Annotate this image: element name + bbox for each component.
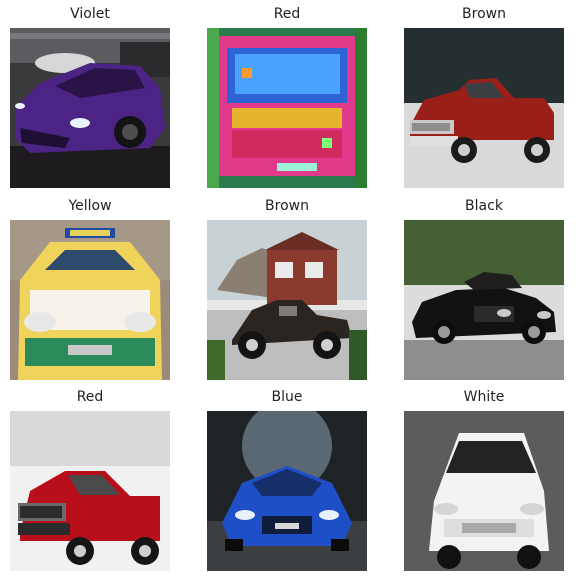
grid-item-label: Violet (70, 6, 110, 22)
grid-item-label: Blue (271, 389, 303, 405)
black-convertible-image (404, 220, 564, 380)
car-photo (10, 28, 170, 188)
car-photo (404, 220, 564, 380)
yellow-taxi-image (10, 220, 170, 380)
grid-item-label: Yellow (68, 198, 112, 214)
violet-car-image (10, 28, 170, 188)
car-photo (404, 411, 564, 571)
car-photo (10, 220, 170, 380)
grid-item-label: Red (76, 389, 104, 405)
grid-item-label: Black (465, 198, 503, 214)
grid-item-label: White (463, 389, 505, 405)
car-photo (10, 411, 170, 571)
white-suv-image (404, 411, 564, 571)
red-truck-image (207, 28, 367, 188)
car-photo (207, 411, 367, 571)
car-photo (404, 28, 564, 188)
grid-item-label: Brown (265, 198, 309, 214)
vintage-car-image (207, 220, 367, 380)
grid-item-label: Brown (462, 6, 506, 22)
car-photo (207, 28, 367, 188)
red-pickup-image (10, 411, 170, 571)
blue-sportscar-image (207, 411, 367, 571)
grid-item-label: Red (273, 6, 301, 22)
car-photo (207, 220, 367, 380)
brown-pickup-image (404, 28, 564, 188)
